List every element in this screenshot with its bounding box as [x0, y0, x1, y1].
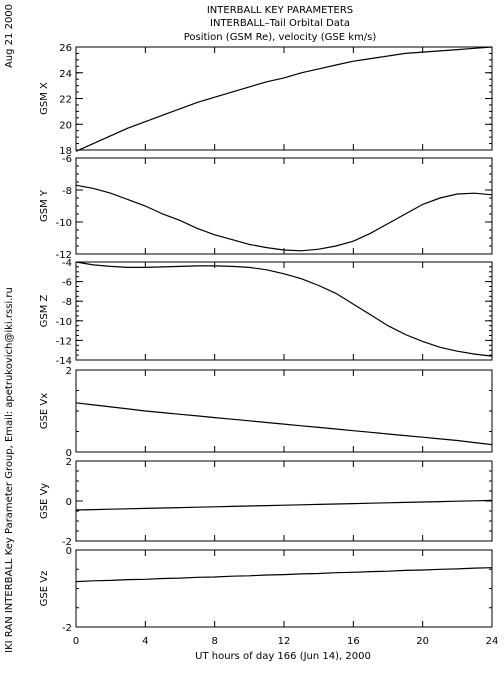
panel-5-frame: [75, 460, 493, 542]
chart-title-line1: INTERBALL KEY PARAMETERS: [207, 5, 353, 16]
x-tick-label: 8: [211, 636, 217, 647]
panel-3-ylabel: GSM Z: [39, 294, 50, 327]
panel-2-ytick-label: -12: [56, 250, 72, 261]
generation-date: Aug 21 2000: [4, 4, 15, 68]
panel-1-ytick-label: 20: [59, 120, 72, 131]
panel-6-series-line: [75, 567, 493, 583]
panel-6-ylabel: GSE Vz: [39, 571, 50, 607]
panel-3-ytick-label: -8: [62, 297, 72, 308]
panel-4-frame: [75, 369, 493, 453]
panel-3-frame: [75, 261, 493, 361]
x-tick-label: 16: [347, 636, 360, 647]
x-tick-label: 4: [142, 636, 148, 647]
panel-2-ytick-label: -10: [56, 218, 72, 229]
chart-title-line2: INTERBALL–Tail Orbital Data: [210, 18, 350, 29]
panel-6-ytick-label: 0: [66, 546, 72, 557]
panel-3-ytick-label: -4: [62, 258, 72, 269]
panel-3-ytick-label: -14: [56, 356, 72, 367]
x-tick-label: 0: [73, 636, 79, 647]
x-tick-label: 20: [416, 636, 429, 647]
panel-2-ytick-label: -8: [62, 186, 72, 197]
x-axis-label: UT hours of day 166 (Jun 14), 2000: [195, 651, 371, 662]
panel-5-series-line: [75, 499, 493, 511]
panel-4-ytick-label: 2: [66, 366, 72, 377]
panel-4-ylabel: GSE Vx: [39, 393, 50, 429]
panel-3-ytick-label: -10: [56, 317, 72, 328]
panel-5-ytick-label: 0: [66, 497, 72, 508]
panel-1-ytick-label: 18: [59, 146, 72, 157]
panel-1-ytick-label: 24: [59, 69, 72, 80]
panel-1-series-line: [75, 46, 493, 152]
credit-line: IKI RAN INTERBALL Key Parameter Group, E…: [4, 287, 15, 653]
panel-4-series-line: [75, 402, 493, 446]
panel-5-ytick-label: 2: [66, 457, 72, 468]
panel-3-ytick-label: -12: [56, 336, 72, 347]
panel-4-ytick-label: 0: [66, 448, 72, 459]
panel-2-series-line: [75, 184, 493, 252]
panel-6-frame: [75, 549, 493, 628]
panel-3-ytick-label: -6: [62, 278, 72, 289]
panel-5-ylabel: GSE Vy: [39, 483, 50, 519]
panel-2-frame: [75, 157, 493, 255]
chart-title-line3: Position (GSM Re), velocity (GSE km/s): [184, 32, 377, 43]
panel-2-ytick-label: -6: [62, 154, 72, 165]
panel-1-ylabel: GSM X: [39, 82, 50, 115]
panel-3-series-line: [75, 261, 493, 357]
panel-2-ylabel: GSM Y: [39, 189, 50, 222]
panel-5-ytick-label: -2: [62, 537, 72, 548]
panel-1-frame: [75, 46, 493, 151]
panel-6-ytick-label: -2: [62, 623, 72, 634]
panel-1-ytick-label: 26: [59, 43, 72, 54]
x-tick-label: 24: [486, 636, 499, 647]
panel-1-ytick-label: 22: [59, 95, 72, 106]
x-tick-label: 12: [278, 636, 291, 647]
